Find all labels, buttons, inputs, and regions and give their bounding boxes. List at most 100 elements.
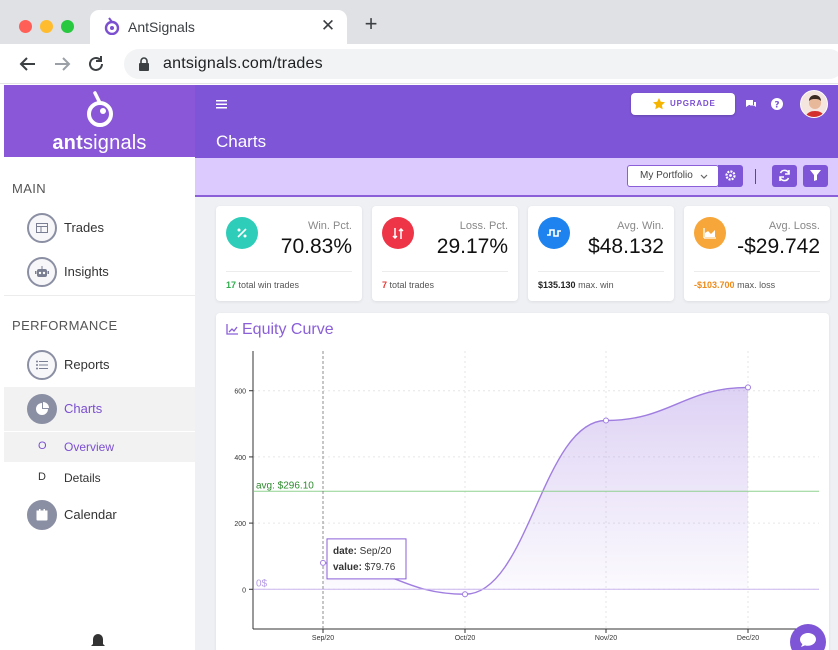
user-avatar[interactable] [800, 90, 828, 118]
x-tick-label: Sep/20 [312, 635, 334, 642]
help-icon[interactable]: ? [771, 98, 783, 110]
sidebar: antsignals MAIN Trades Insights PERFORMA… [4, 85, 195, 650]
stat-card-win-pct: Win. Pct. 70.83% 17 total win trades [216, 206, 362, 301]
minimize-window-button[interactable] [40, 20, 53, 33]
sidebar-item-label: Insights [64, 264, 109, 279]
y-tick-label: 400 [234, 455, 246, 462]
portfolio-select-value: My Portfolio [640, 170, 693, 181]
pie-chart-icon [27, 394, 57, 424]
stat-value: -$29.742 [737, 235, 820, 258]
card-divider [382, 271, 508, 272]
x-tick-label: Nov/20 [595, 635, 617, 642]
zero-label: 0$ [256, 578, 268, 589]
brand-header[interactable]: antsignals [4, 85, 195, 157]
y-tick-label: 0 [242, 587, 246, 594]
back-arrow-icon[interactable] [17, 53, 39, 75]
equity-curve-card: Equity Curve 0 200 400 600 Sep/20 Oct/20 Nov/2… [216, 313, 829, 650]
browser-tab[interactable]: AntSignals ✕ [90, 10, 347, 44]
stat-footer: $135.130 max. win [538, 280, 614, 290]
stat-footer: 7 total trades [382, 280, 435, 290]
section-label-performance: PERFORMANCE [12, 318, 118, 333]
sidebar-item-label: Charts [64, 401, 103, 416]
equity-area [323, 387, 748, 595]
svg-text:?: ? [774, 100, 779, 110]
section-label-main: MAIN [12, 181, 47, 196]
refresh-button[interactable] [772, 165, 797, 187]
avg-label: avg: $296.10 [256, 480, 314, 491]
sidebar-item-charts[interactable]: Charts [4, 387, 195, 431]
bell-icon[interactable] [90, 633, 106, 650]
upgrade-button[interactable]: UPGRADE [631, 93, 735, 115]
sidebar-item-label: Calendar [64, 507, 117, 522]
forward-arrow-icon[interactable] [51, 53, 73, 75]
sidebar-item-insights[interactable]: Insights [4, 250, 195, 294]
stat-label: Win. Pct. [307, 220, 352, 232]
chat-bubble-icon [800, 633, 816, 647]
list-icon [27, 350, 57, 380]
area-chart-icon [694, 217, 726, 249]
browser-tab-bar: AntSignals ✕ + [0, 0, 838, 44]
stat-label: Avg. Loss. [768, 220, 820, 232]
gear-icon [725, 170, 736, 181]
stat-footer: 17 total win trades [226, 280, 300, 290]
chevron-down-icon [700, 174, 708, 179]
sidebar-subitem-details[interactable]: D Details [4, 463, 195, 493]
url-text: antsignals.com/trades [163, 55, 323, 72]
page-title: Charts [216, 132, 267, 151]
maximize-window-button[interactable] [61, 20, 74, 33]
toolbar-divider [755, 169, 756, 184]
portfolio-select[interactable]: My Portfolio [627, 165, 719, 187]
antsignals-logo-icon [87, 91, 113, 127]
close-tab-icon[interactable]: ✕ [320, 16, 336, 35]
sidebar-item-reports[interactable]: Reports [4, 343, 195, 387]
tab-title: AntSignals [128, 19, 195, 35]
url-field[interactable]: antsignals.com/trades [124, 49, 838, 79]
equity-curve-chart[interactable]: 0 200 400 600 Sep/20 Oct/20 Nov/20 Dec/20 0$ avg:… [216, 313, 829, 650]
stat-card-avg-win: Avg. Win. $48.132 $135.130 max. win [528, 206, 674, 301]
stat-footer: -$103.700 max. loss [694, 280, 776, 290]
tooltip-date: date: Sep/20 [333, 546, 392, 557]
sidebar-divider [4, 295, 195, 296]
chat-widget-button[interactable] [790, 624, 826, 650]
subitem-label: Overview [64, 440, 115, 454]
stat-label: Avg. Win. [617, 220, 664, 232]
filter-toolbar: My Portfolio [195, 158, 838, 197]
top-header: UPGRADE ? Charts [195, 85, 838, 158]
data-point [462, 591, 468, 598]
subitem-marker: O [38, 440, 47, 452]
tooltip-value: value: $79.76 [333, 562, 396, 573]
sidebar-subitem-overview[interactable]: O Overview [4, 432, 195, 462]
portfolio-settings-button[interactable] [718, 165, 743, 187]
sort-arrows-icon [382, 217, 414, 249]
card-divider [694, 271, 820, 272]
new-tab-icon[interactable]: + [364, 11, 378, 36]
y-tick-label: 200 [234, 521, 246, 528]
table-icon [27, 213, 57, 243]
stat-label: Loss. Pct. [459, 220, 508, 232]
calendar-icon [27, 500, 57, 530]
antsignals-favicon-icon [104, 17, 120, 35]
card-divider [538, 271, 664, 272]
subitem-label: Details [64, 471, 101, 485]
reload-icon[interactable] [85, 53, 107, 75]
chart-title: Equity Curve [242, 321, 334, 338]
address-bar: antsignals.com/trades [0, 44, 838, 84]
avatar-image-icon [801, 91, 827, 117]
card-divider [226, 271, 352, 272]
filter-icon [810, 170, 821, 181]
sidebar-item-trades[interactable]: Trades [4, 206, 195, 250]
stat-value: 70.83% [280, 235, 352, 258]
line-chart-icon [226, 324, 238, 335]
data-point [320, 559, 326, 566]
refresh-icon [779, 169, 790, 182]
sidebar-item-calendar[interactable]: Calendar [4, 493, 195, 537]
stat-value: $48.132 [588, 235, 664, 258]
chat-icon[interactable] [745, 98, 757, 110]
menu-toggle-icon[interactable] [216, 98, 227, 110]
lock-icon [139, 57, 149, 71]
percent-icon [226, 217, 258, 249]
sidebar-item-label: Reports [64, 357, 110, 372]
filter-button[interactable] [803, 165, 828, 187]
close-window-button[interactable] [19, 20, 32, 33]
sidebar-item-label: Trades [64, 220, 104, 235]
